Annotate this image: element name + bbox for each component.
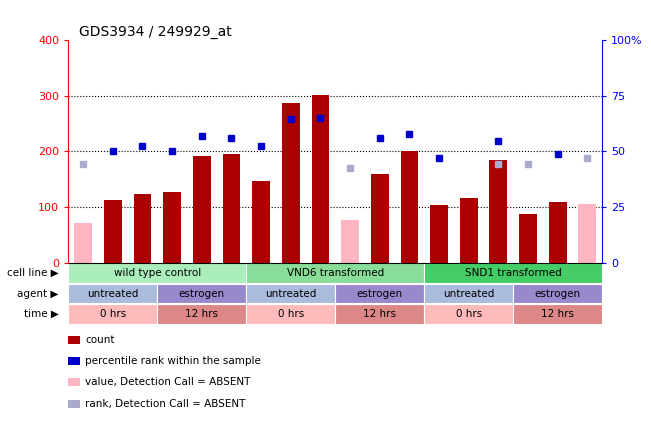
Bar xyxy=(424,304,513,324)
Text: value, Detection Call = ABSENT: value, Detection Call = ABSENT xyxy=(85,377,251,387)
Bar xyxy=(341,220,359,263)
Bar xyxy=(335,284,424,303)
Text: agent ▶: agent ▶ xyxy=(18,289,59,298)
Bar xyxy=(104,200,122,263)
Bar xyxy=(335,304,424,324)
Bar xyxy=(460,198,478,263)
Bar xyxy=(424,284,513,303)
Text: time ▶: time ▶ xyxy=(24,309,59,319)
Text: 12 hrs: 12 hrs xyxy=(363,309,396,319)
Text: untreated: untreated xyxy=(265,289,316,298)
Bar xyxy=(74,223,92,263)
Bar xyxy=(519,214,537,263)
Text: untreated: untreated xyxy=(87,289,139,298)
Text: estrogen: estrogen xyxy=(179,289,225,298)
Bar xyxy=(282,103,299,263)
Text: estrogen: estrogen xyxy=(357,289,403,298)
Text: percentile rank within the sample: percentile rank within the sample xyxy=(85,356,261,366)
Bar xyxy=(312,95,329,263)
Bar xyxy=(158,304,246,324)
Bar xyxy=(193,156,211,263)
Text: rank, Detection Call = ABSENT: rank, Detection Call = ABSENT xyxy=(85,399,245,408)
Text: cell line ▶: cell line ▶ xyxy=(7,268,59,278)
Bar xyxy=(549,202,566,263)
Text: SND1 transformed: SND1 transformed xyxy=(465,268,562,278)
Bar xyxy=(133,194,152,263)
Bar xyxy=(371,174,389,263)
Text: 0 hrs: 0 hrs xyxy=(278,309,304,319)
Text: 0 hrs: 0 hrs xyxy=(100,309,126,319)
Bar xyxy=(68,284,158,303)
Bar xyxy=(513,284,602,303)
Text: estrogen: estrogen xyxy=(534,289,581,298)
Text: count: count xyxy=(85,335,115,345)
Text: 12 hrs: 12 hrs xyxy=(541,309,574,319)
Bar xyxy=(400,151,419,263)
Bar xyxy=(513,304,602,324)
Bar xyxy=(246,304,335,324)
Text: 12 hrs: 12 hrs xyxy=(186,309,218,319)
Text: untreated: untreated xyxy=(443,289,494,298)
Text: 0 hrs: 0 hrs xyxy=(456,309,482,319)
Bar xyxy=(252,181,270,263)
Bar xyxy=(68,304,158,324)
Text: wild type control: wild type control xyxy=(114,268,201,278)
Bar xyxy=(424,263,602,283)
Bar xyxy=(68,263,246,283)
Text: VND6 transformed: VND6 transformed xyxy=(286,268,384,278)
Bar xyxy=(158,284,246,303)
Bar xyxy=(579,204,596,263)
Bar xyxy=(163,192,181,263)
Bar xyxy=(246,284,335,303)
Bar xyxy=(490,160,507,263)
Text: GDS3934 / 249929_at: GDS3934 / 249929_at xyxy=(79,25,232,39)
Bar xyxy=(223,154,240,263)
Bar xyxy=(246,263,424,283)
Bar xyxy=(430,205,448,263)
